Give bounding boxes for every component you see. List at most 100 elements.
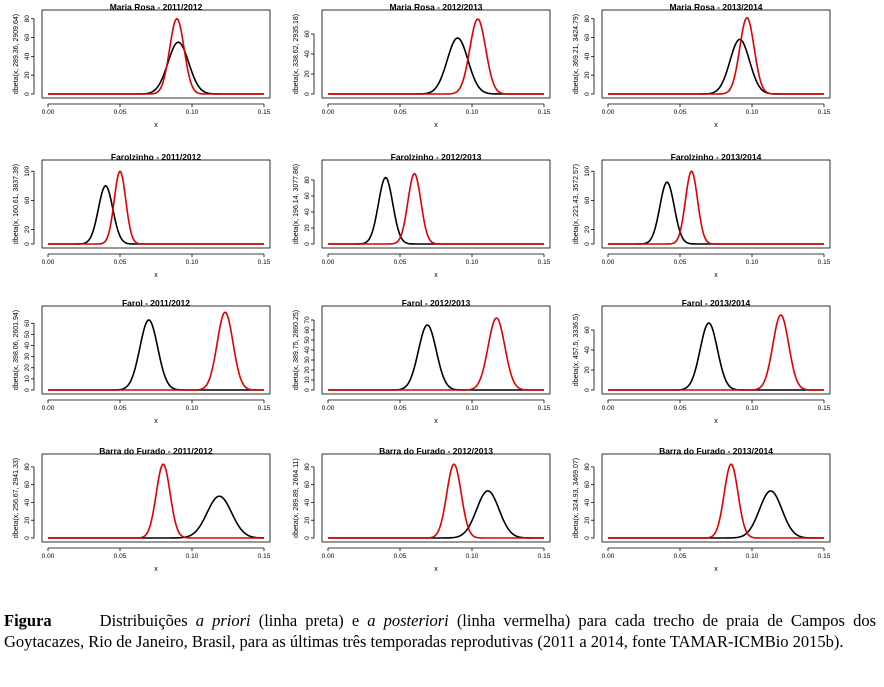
y-tick-label: 60 (304, 481, 311, 489)
y-tick-label: 0 (584, 92, 591, 96)
y-tick-label: 80 (584, 463, 591, 471)
caption-text-2: (linha preta) e (250, 611, 368, 630)
x-tick-label: 0.10 (186, 405, 199, 412)
prior-curve (608, 38, 824, 95)
chart-panel-2: Maria Rosa - 2012/2013 0.00 0.05 0.10 0.15 x 0… (290, 0, 580, 145)
chart-svg: Farol - 2013/2014 0.00 0.05 0.10 0.15 x 0 20 40 6… (573, 298, 831, 425)
y-tick-label: 0 (24, 242, 31, 246)
x-axis-label: x (154, 418, 158, 425)
y-tick-label: 40 (584, 498, 591, 506)
y-tick-label: 0 (584, 388, 591, 392)
y-tick-label: 20 (24, 364, 31, 372)
x-tick-label: 0.15 (818, 553, 831, 560)
y-tick-label: 40 (304, 346, 311, 354)
y-tick-label: 40 (584, 346, 591, 354)
caption-text-1: Distribuições (99, 611, 196, 630)
chart-panel-10: Barra do Furado - 2011/2012 0.00 0.05 0.10 0… (10, 444, 300, 589)
x-tick-label: 0.00 (42, 553, 55, 560)
y-axis-label: dbeta(x, 289.89, 2664.11) (293, 458, 300, 538)
chart-panel-7: Farol - 2011/2012 0.00 0.05 0.10 0.15 x 0 10 20 3… (10, 296, 300, 441)
posterior-curve (48, 170, 264, 245)
y-tick-label: 80 (24, 463, 31, 471)
x-tick-label: 0.10 (466, 405, 479, 412)
x-tick-label: 0.00 (602, 259, 615, 266)
y-axis-label: dbeta(x, 221.43, 3572.57) (573, 164, 580, 244)
posterior-curve (328, 317, 544, 391)
x-tick-label: 0.15 (258, 259, 271, 266)
y-tick-label: 20 (24, 516, 31, 524)
figure-caption: Figura Distribuições a priori (linha pret… (4, 610, 876, 652)
chart-svg: Farol - 2012/2013 0.00 0.05 0.10 0.15 x 0 10 20 3… (293, 298, 551, 425)
prior-curve (328, 324, 544, 391)
x-axis-label: x (714, 566, 718, 573)
x-axis-label: x (154, 122, 158, 129)
prior-curve (48, 184, 264, 245)
x-tick-label: 0.15 (818, 109, 831, 116)
chart-panel-1: Maria Rosa - 2011/2012 0.00 0.05 0.10 0.15 x 0… (10, 0, 300, 145)
y-tick-label: 60 (304, 326, 311, 334)
y-tick-label: 100 (24, 165, 31, 176)
y-tick-label: 60 (24, 196, 31, 204)
chart-svg: Farolzinho - 2011/2012 0.00 0.05 0.10 0.15 x 0… (13, 152, 271, 279)
x-tick-label: 0.10 (466, 109, 479, 116)
y-tick-label: 20 (584, 71, 591, 79)
y-tick-label: 40 (304, 498, 311, 506)
caption-posterior: a posteriori (367, 611, 449, 630)
y-axis-label: dbeta(x, 398.06, 2601.94) (13, 310, 20, 390)
chart-panel-12: Barra do Furado - 2013/2014 0.00 0.05 0.10 0… (570, 444, 860, 589)
prior-curve (328, 37, 544, 95)
chart-panel-4: Farolzinho - 2011/2012 0.00 0.05 0.10 0.15 x 0… (10, 150, 300, 295)
x-tick-label: 0.00 (602, 405, 615, 412)
x-tick-label: 0.00 (42, 405, 55, 412)
posterior-curve (608, 463, 824, 539)
x-tick-label: 0.00 (322, 553, 335, 560)
chart-svg: Barra do Furado - 2013/2014 0.00 0.05 0.10 0… (573, 446, 831, 573)
y-tick-label: 20 (304, 70, 311, 78)
prior-curve (48, 41, 264, 95)
x-tick-label: 0.15 (538, 109, 551, 116)
plot-frame (321, 305, 551, 395)
chart-panel-3: Maria Rosa - 2013/2014 0.00 0.05 0.10 0.15 x 0… (570, 0, 860, 145)
x-tick-label: 0.15 (538, 553, 551, 560)
x-tick-label: 0.00 (602, 109, 615, 116)
x-tick-label: 0.05 (114, 405, 127, 412)
chart-title: Maria Rosa - 2011/2012 (110, 2, 203, 12)
chart-title: Barra do Furado - 2011/2012 (99, 446, 213, 456)
y-tick-label: 60 (24, 34, 31, 42)
y-tick-label: 20 (24, 71, 31, 79)
x-tick-label: 0.10 (746, 405, 759, 412)
x-tick-label: 0.10 (186, 553, 199, 560)
y-tick-label: 80 (304, 463, 311, 471)
chart-svg: Maria Rosa - 2013/2014 0.00 0.05 0.10 0.15 x 0… (573, 2, 831, 129)
x-tick-label: 0.15 (538, 259, 551, 266)
x-tick-label: 0.05 (674, 553, 687, 560)
y-tick-label: 60 (584, 481, 591, 489)
x-tick-label: 0.00 (322, 405, 335, 412)
plot-frame (321, 9, 551, 99)
y-tick-label: 100 (584, 165, 591, 176)
chart-svg: Maria Rosa - 2011/2012 0.00 0.05 0.10 0.15 x 0… (13, 2, 271, 129)
chart-title: Maria Rosa - 2013/2014 (669, 2, 762, 12)
x-tick-label: 0.05 (394, 109, 407, 116)
y-tick-label: 60 (584, 196, 591, 204)
chart-svg: Farol - 2011/2012 0.00 0.05 0.10 0.15 x 0 10 20 3… (13, 298, 271, 425)
posterior-curve (608, 17, 824, 95)
x-tick-label: 0.00 (322, 259, 335, 266)
y-tick-label: 0 (584, 536, 591, 540)
y-tick-label: 80 (24, 15, 31, 23)
x-axis-label: x (154, 272, 158, 279)
x-tick-label: 0.15 (818, 259, 831, 266)
chart-title: Maria Rosa - 2012/2013 (389, 2, 482, 12)
plot-frame (41, 305, 271, 395)
x-tick-label: 0.00 (42, 109, 55, 116)
y-tick-label: 40 (24, 52, 31, 60)
y-tick-label: 20 (304, 516, 311, 524)
prior-curve (608, 181, 824, 245)
y-tick-label: 40 (304, 208, 311, 216)
chart-panel-6: Farolzinho - 2013/2014 0.00 0.05 0.10 0.15 x 0… (570, 150, 860, 295)
y-tick-label: 0 (584, 242, 591, 246)
x-tick-label: 0.15 (538, 405, 551, 412)
y-tick-label: 20 (584, 225, 591, 233)
chart-title: Farol - 2011/2012 (122, 298, 190, 308)
plot-frame (41, 453, 271, 543)
